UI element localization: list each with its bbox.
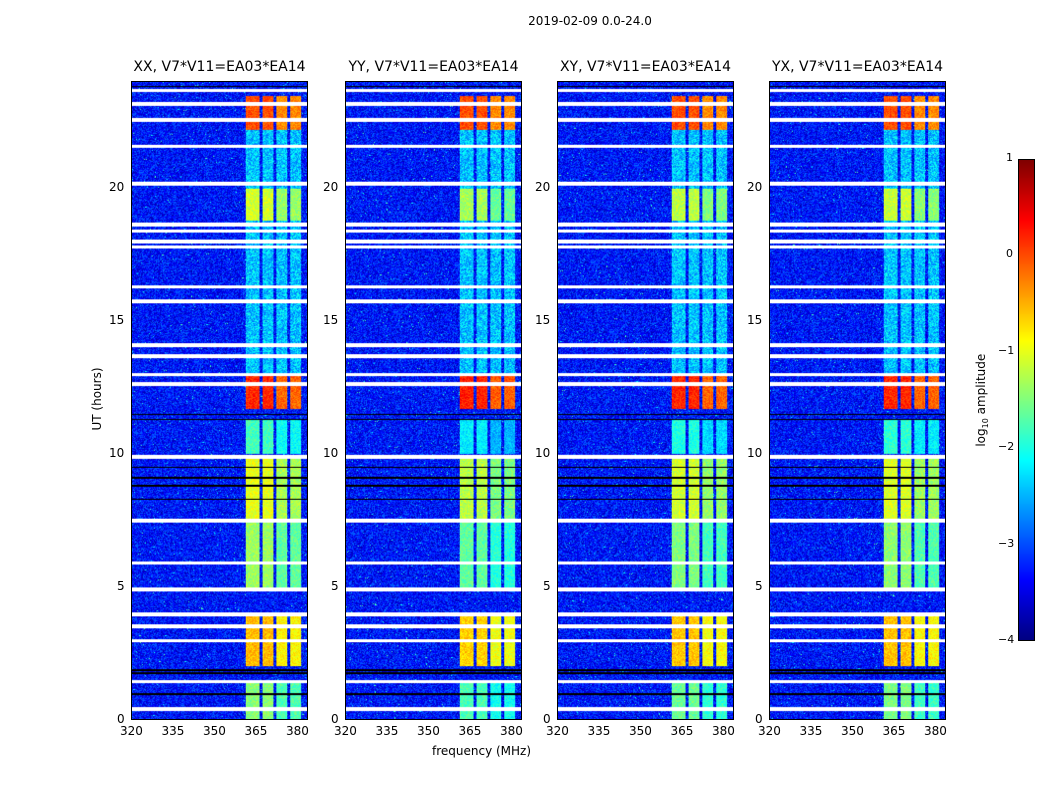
y-tick-label: 10	[535, 445, 551, 460]
y-tick-label: 20	[109, 179, 125, 194]
y-tick-label: 5	[117, 578, 125, 593]
x-axis-label: frequency (MHz)	[432, 744, 532, 758]
colorbar-tick-label: −4	[998, 633, 1015, 646]
x-tick-label: 350	[202, 724, 226, 738]
y-tick-label: 0	[755, 712, 763, 726]
y-tick-label: 10	[323, 445, 339, 460]
spectrogram-panel	[345, 81, 522, 720]
y-tick-label: 20	[535, 179, 551, 194]
colorbar	[1018, 159, 1035, 641]
x-tick-label: 380	[711, 724, 735, 738]
y-tick-label: 10	[747, 445, 763, 460]
x-tick-label: 365	[670, 724, 694, 738]
spectrogram-panel	[769, 81, 946, 720]
x-tick-label: 320	[758, 724, 781, 738]
colorbar-label: log10 amplitude	[973, 353, 991, 447]
y-tick-label: 20	[747, 179, 763, 194]
x-tick-label: 380	[923, 724, 947, 738]
y-tick-label: 5	[331, 578, 339, 593]
x-tick-label: 380	[499, 724, 523, 738]
panel-title: YY, V7*V11=EA03*EA14	[348, 59, 519, 75]
x-tick-label: 350	[416, 724, 440, 738]
figure-title: 2019-02-09 0.0-24.0	[528, 14, 652, 28]
y-tick-label: 0	[331, 712, 339, 726]
x-tick-label: 320	[546, 724, 569, 738]
x-tick-label: 320	[120, 724, 143, 738]
spectrogram-panel	[131, 81, 308, 720]
y-tick-label: 15	[109, 312, 125, 327]
panel-title: XX, V7*V11=EA03*EA14	[133, 59, 306, 75]
x-tick-label: 380	[285, 724, 309, 738]
colorbar-tick-label: −3	[998, 536, 1015, 550]
y-axis-label: UT (hours)	[90, 367, 104, 431]
spectrogram-panel	[557, 81, 734, 720]
x-tick-label: 335	[799, 724, 823, 738]
colorbar-tick-label: −2	[998, 440, 1015, 454]
panel-title: YX, V7*V11=EA03*EA14	[771, 59, 944, 75]
x-tick-label: 365	[458, 724, 482, 738]
y-tick-label: 15	[747, 312, 763, 327]
x-tick-label: 320	[334, 724, 357, 738]
y-tick-label: 10	[109, 445, 125, 460]
x-tick-label: 335	[161, 724, 185, 738]
colorbar-tick-label: 0	[1006, 247, 1013, 261]
y-tick-label: 15	[323, 312, 339, 327]
x-tick-label: 365	[244, 724, 268, 738]
x-tick-label: 350	[840, 724, 864, 738]
panel-title: XY, V7*V11=EA03*EA14	[559, 59, 732, 75]
colorbar-tick-label: 1	[1006, 151, 1013, 164]
colorbar-tick-label: −1	[998, 343, 1015, 357]
x-tick-label: 350	[628, 724, 652, 738]
y-tick-label: 15	[535, 312, 551, 327]
y-tick-label: 5	[543, 578, 551, 593]
y-tick-label: 5	[755, 578, 763, 593]
x-tick-label: 335	[587, 724, 611, 738]
x-tick-label: 365	[882, 724, 906, 738]
y-tick-label: 20	[323, 179, 339, 194]
x-tick-label: 335	[375, 724, 399, 738]
y-tick-label: 0	[117, 712, 125, 726]
y-tick-label: 0	[543, 712, 551, 726]
